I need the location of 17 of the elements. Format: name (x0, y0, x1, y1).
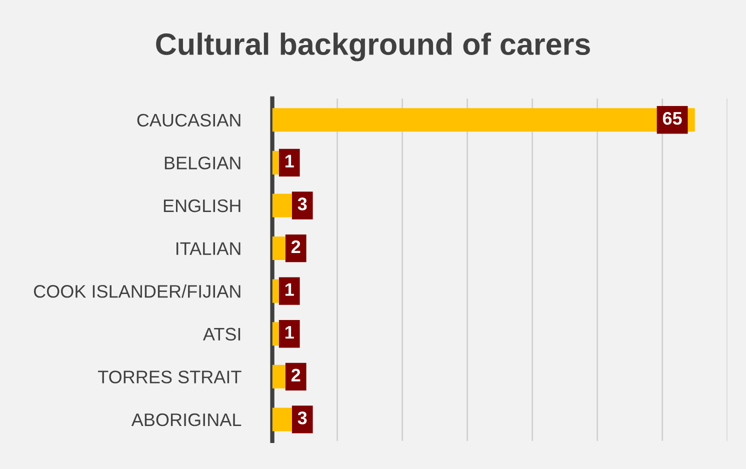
y-tick-label: ABORIGINAL (131, 413, 242, 426)
chart-title: Cultural background of carers (156, 32, 590, 62)
data-label: 3 (298, 198, 307, 210)
data-label: 3 (298, 412, 307, 424)
data-label: 1 (285, 154, 294, 168)
data-label: 65 (662, 112, 682, 125)
y-tick-label: ITALIAN (176, 242, 240, 255)
data-label: 2 (291, 368, 300, 382)
y-tick-label: ATSI (202, 328, 240, 341)
data-label: 2 (291, 240, 300, 253)
data-label: 1 (285, 326, 294, 339)
y-tick-label: BELGIAN (164, 156, 240, 170)
y-tick-label: TORRES STRAIT (98, 370, 242, 384)
data-label: 1 (285, 283, 294, 296)
y-tick-label: CAUCASIAN (137, 114, 240, 127)
y-tick-label: ENGLISH (164, 199, 240, 212)
y-tick-label: COOK ISLANDER/FIJIAN (34, 284, 240, 298)
